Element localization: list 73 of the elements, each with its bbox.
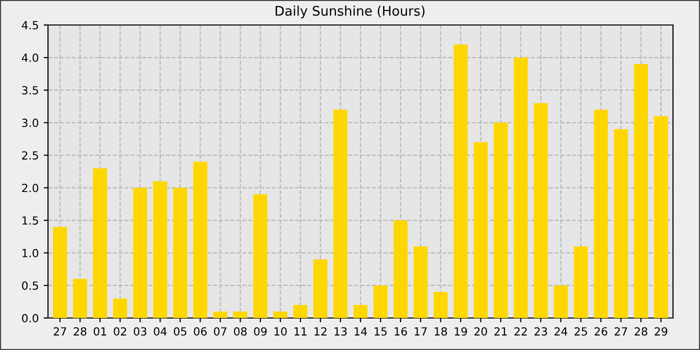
x-tick-label: 11 — [294, 327, 306, 336]
bar — [133, 188, 148, 318]
y-tick-label: 3.5 — [22, 86, 38, 94]
x-tick-label: 01 — [94, 327, 106, 336]
bar — [73, 278, 88, 318]
bar — [273, 311, 288, 318]
x-tick-label: 22 — [514, 327, 527, 336]
x-tick-label: 05 — [174, 327, 186, 336]
x-tick-label: 29 — [654, 327, 668, 336]
bar — [353, 304, 368, 318]
bar — [374, 285, 388, 318]
bar — [454, 44, 468, 318]
bar — [474, 142, 488, 318]
y-tick-label: 0.0 — [22, 314, 38, 322]
x-tick-label: 25 — [574, 327, 587, 336]
bar — [193, 162, 208, 318]
x-tick-label: 09 — [254, 327, 267, 336]
bar — [514, 58, 528, 318]
x-tick-label: 03 — [134, 327, 146, 336]
bar — [93, 168, 108, 318]
x-tick-label: 12 — [314, 327, 326, 336]
y-tick-label: 3.0 — [22, 118, 38, 128]
x-tick-label: 19 — [454, 327, 467, 336]
bar — [173, 188, 188, 318]
y-tick-label: 4.5 — [22, 21, 38, 30]
x-tick-label: 20 — [474, 327, 488, 336]
x-tick-label: 14 — [354, 327, 367, 336]
chart-title: Daily Sunshine (Hours) — [276, 6, 424, 18]
x-tick-label: 23 — [534, 327, 547, 336]
x-tick-label: 26 — [594, 327, 608, 336]
y-tick-label: 2.5 — [22, 151, 38, 160]
x-tick-label: 08 — [234, 327, 247, 336]
bar — [293, 304, 308, 318]
x-tick-label: 17 — [414, 327, 427, 336]
bar — [213, 311, 228, 318]
bar — [554, 285, 568, 318]
bar — [153, 181, 168, 318]
y-tick-label: 1.5 — [22, 216, 38, 225]
x-tick-label: 24 — [554, 327, 568, 336]
bar — [634, 64, 648, 318]
bar — [233, 311, 248, 318]
bar — [434, 292, 448, 318]
bar — [394, 220, 408, 318]
bar — [333, 110, 348, 318]
bar — [53, 226, 68, 318]
x-tick-label: 04 — [154, 327, 167, 336]
x-tick-label: 18 — [434, 327, 447, 336]
bar — [594, 110, 608, 318]
y-tick-label: 1.0 — [22, 248, 38, 258]
x-tick-label: 13 — [334, 327, 347, 336]
bar — [414, 246, 428, 318]
x-tick-label: 15 — [374, 327, 387, 336]
bar — [534, 103, 548, 318]
y-tick-label: 2.0 — [22, 184, 38, 192]
bar — [654, 116, 668, 318]
bar — [574, 246, 588, 318]
x-tick-label: 27 — [54, 327, 66, 336]
x-tick-label: 06 — [194, 327, 207, 336]
x-tick-label: 16 — [394, 327, 407, 336]
x-tick-label: 21 — [494, 327, 507, 336]
y-tick-label: 0.5 — [22, 281, 38, 290]
bar — [313, 259, 328, 318]
x-tick-label: 02 — [114, 327, 126, 336]
y-tick-label: 4.0 — [22, 54, 38, 62]
x-tick-label: 07 — [214, 327, 226, 336]
x-tick-label: 27 — [614, 327, 628, 336]
x-tick-label: 28 — [74, 327, 86, 336]
bar — [113, 298, 128, 318]
bar — [614, 129, 628, 318]
bar — [253, 194, 268, 318]
x-tick-label: 10 — [274, 327, 287, 336]
bar — [494, 122, 508, 318]
x-tick-label: 28 — [634, 327, 648, 336]
